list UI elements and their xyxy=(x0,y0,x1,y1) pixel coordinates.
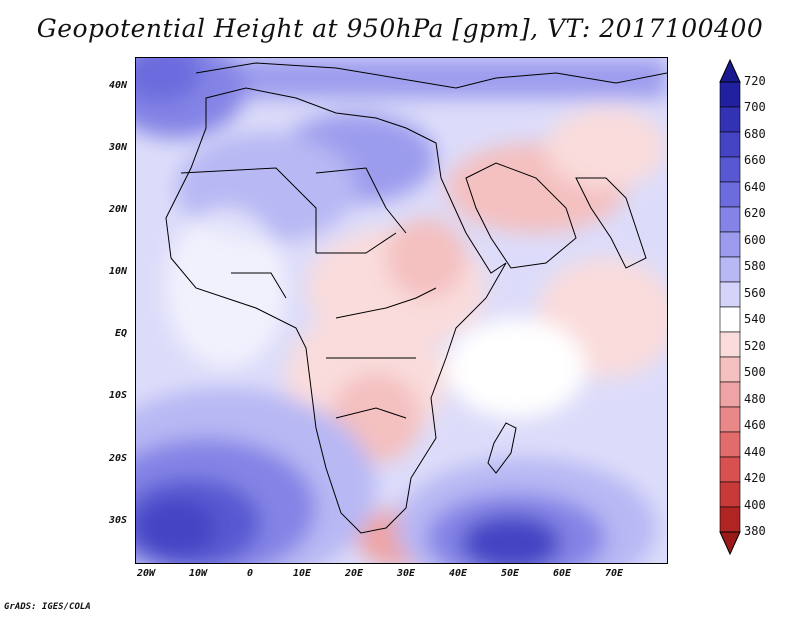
colorbar-label: 620 xyxy=(744,206,766,221)
colorbar-label: 680 xyxy=(744,126,766,141)
colorbar-swatch xyxy=(719,106,741,133)
colorbar-label: 520 xyxy=(744,338,766,353)
lat-label-40n: 40N xyxy=(108,80,127,91)
lat-label-30n: 30N xyxy=(108,142,127,153)
colorbar-label: 400 xyxy=(744,497,766,512)
lat-label-20s: 20S xyxy=(108,453,127,464)
colorbar-label: 700 xyxy=(744,100,766,115)
colorbar-label: 460 xyxy=(744,418,766,433)
colorbar-swatch xyxy=(719,481,741,508)
colorbar-swatch xyxy=(719,331,741,358)
height-field-blobs xyxy=(136,58,667,563)
colorbar-label: 480 xyxy=(744,391,766,406)
colorbar-label: 440 xyxy=(744,444,766,459)
colorbar-swatch xyxy=(719,181,741,208)
lon-label-60e: 60E xyxy=(552,568,572,579)
colorbar-swatch xyxy=(719,506,741,533)
colorbar-label: 720 xyxy=(744,74,766,88)
lon-label-20w: 20W xyxy=(136,568,156,579)
colorbar-swatch xyxy=(719,156,741,183)
colorbar-label: 500 xyxy=(744,365,766,380)
lon-label-40e: 40E xyxy=(448,568,468,579)
lon-label-50e: 50E xyxy=(500,568,520,579)
colorbar-label: 380 xyxy=(744,524,766,538)
colorbar-swatch xyxy=(719,231,741,258)
colorbar-swatch xyxy=(719,206,741,233)
colorbar xyxy=(719,58,741,556)
lat-label-20n: 20N xyxy=(108,204,127,215)
lon-label-10w: 10W xyxy=(188,568,208,579)
colorbar-swatch xyxy=(719,406,741,433)
colorbar-swatch xyxy=(719,306,741,333)
colorbar-swatch xyxy=(719,281,741,308)
colorbar-swatch xyxy=(719,81,741,108)
geopotential-field xyxy=(136,58,667,563)
colorbar-swatch xyxy=(719,131,741,158)
colorbar-label: 660 xyxy=(744,153,766,168)
lon-label-70e: 70E xyxy=(604,568,624,579)
grads-credit: GrADS: IGES/COLA xyxy=(4,602,91,612)
colorbar-label: 580 xyxy=(744,259,766,274)
colorbar-label: 560 xyxy=(744,285,766,300)
colorbar-top-arrow xyxy=(719,58,741,83)
lat-label-30s: 30S xyxy=(108,515,127,526)
lat-label-10n: 10N xyxy=(108,266,127,277)
colorbar-label: 640 xyxy=(744,179,766,194)
chart-title: Geopotential Height at 950hPa [gpm], VT:… xyxy=(36,14,764,43)
colorbar-swatch xyxy=(719,256,741,283)
colorbar-swatches xyxy=(719,81,741,533)
colorbar-bottom-arrow xyxy=(719,531,741,556)
colorbar-swatch xyxy=(719,381,741,408)
colorbar-label: 540 xyxy=(744,312,766,327)
coastlines xyxy=(165,62,667,534)
lat-label-10s: 10S xyxy=(108,390,127,401)
map-plot-area xyxy=(135,57,668,564)
colorbar-label: 600 xyxy=(744,232,766,247)
lon-label-30e: 30E xyxy=(396,568,416,579)
lat-label-eq: EQ xyxy=(114,328,127,339)
colorbar-label: 420 xyxy=(744,471,766,486)
lon-label-20e: 20E xyxy=(344,568,364,579)
lon-label-10e: 10E xyxy=(292,568,312,579)
colorbar-swatch xyxy=(719,356,741,383)
colorbar-swatch xyxy=(719,456,741,483)
colorbar-swatch xyxy=(719,431,741,458)
lon-label-0: 0 xyxy=(246,568,254,579)
